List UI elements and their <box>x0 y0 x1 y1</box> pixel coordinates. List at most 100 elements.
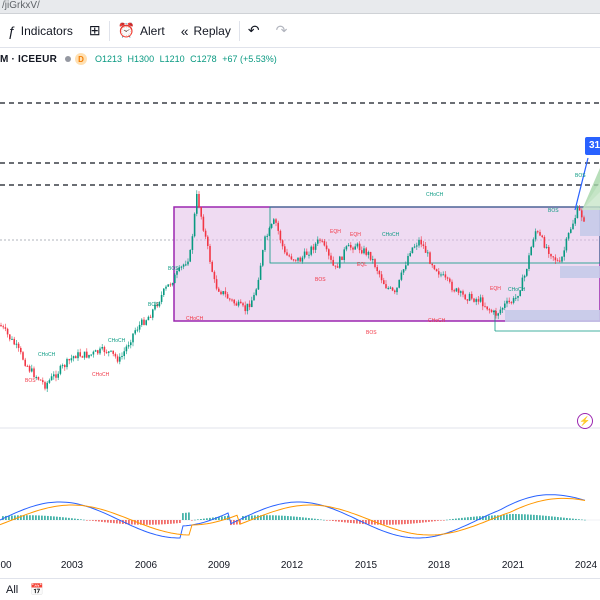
macd-histogram-bar <box>44 515 46 520</box>
candle-body <box>75 356 77 359</box>
macd-histogram-bar <box>413 520 415 524</box>
macd-histogram-bar <box>521 514 523 520</box>
macd-histogram-bar <box>29 515 31 520</box>
candle-body <box>521 277 524 291</box>
macd-histogram-bar <box>491 515 493 520</box>
macd-histogram-bar <box>212 517 214 520</box>
macd-histogram-bar <box>275 515 277 520</box>
candle-body <box>407 256 409 266</box>
price-tag[interactable]: 31 <box>585 137 600 155</box>
candle-body <box>37 377 40 380</box>
undo-button[interactable]: ↶ <box>240 14 268 48</box>
smc-label: CHoCH <box>508 287 526 293</box>
candle-body <box>94 350 97 352</box>
macd-histogram-bar <box>251 515 253 520</box>
layouts-button[interactable]: ⊞ <box>81 14 109 48</box>
candle-body <box>515 297 517 299</box>
macd-histogram-bar <box>254 515 256 520</box>
macd-histogram-bar <box>470 516 472 520</box>
projection-fan <box>582 168 600 210</box>
candle-body <box>2 326 4 328</box>
candle-body <box>387 287 389 289</box>
candle-body <box>574 218 576 224</box>
browser-url-bar: /jiGrkxV/ <box>0 0 600 14</box>
macd-histogram-bar <box>218 516 220 520</box>
candle-body <box>431 263 433 266</box>
candle-body <box>279 230 282 241</box>
macd-histogram-bar <box>398 520 400 525</box>
macd-histogram-bar <box>290 516 292 520</box>
macd-histogram-bar <box>386 520 388 525</box>
macd-histogram-bar <box>410 520 412 524</box>
macd-histogram-bar <box>245 515 247 520</box>
candle-body <box>42 380 44 383</box>
candle-body <box>222 291 224 295</box>
symbol-name[interactable]: M · ICEEUR <box>0 53 57 65</box>
candle-body <box>50 376 53 381</box>
macd-histogram-bar <box>437 520 439 521</box>
macd-histogram-bar <box>548 516 550 520</box>
signal-line <box>0 497 586 536</box>
candle-body <box>277 222 279 231</box>
macd-histogram-bar <box>47 515 49 520</box>
x-tick-label: 2006 <box>134 560 158 571</box>
macd-histogram-bar <box>527 514 529 520</box>
lightning-icon[interactable]: ⚡ <box>577 413 593 429</box>
macd-histogram-bar <box>119 520 121 524</box>
macd-histogram-bar <box>146 520 148 525</box>
candle-body <box>519 290 521 296</box>
macd-histogram-bar <box>32 515 34 520</box>
calendar-icon[interactable]: 📅 <box>30 584 44 596</box>
candle-body <box>31 368 33 372</box>
ohlc-values: O1213 H1300 L1210 C1278 +67 (+5.53%) <box>95 54 280 64</box>
candle-body <box>530 247 532 256</box>
range-all-button[interactable]: All <box>6 583 19 596</box>
macd-histogram-bar <box>143 520 145 525</box>
candle-body <box>523 275 526 278</box>
candle-body <box>345 246 348 250</box>
candle-body <box>180 266 183 268</box>
demand-zone <box>505 310 600 322</box>
candle-body <box>317 239 319 244</box>
candle-body <box>204 230 207 237</box>
candle-body <box>541 235 543 238</box>
macd-histogram-bar <box>530 514 532 520</box>
smc-label: CHoCH <box>186 316 204 322</box>
candle-body <box>508 300 510 303</box>
smc-label: BOS <box>548 208 559 214</box>
smc-label: EQH <box>350 232 361 238</box>
candle-body <box>229 298 231 300</box>
candle-body <box>17 343 20 348</box>
candle-body <box>565 238 568 251</box>
candle-body <box>13 338 15 345</box>
redo-icon: ↷ <box>275 22 288 38</box>
macd-histogram-bar <box>272 515 274 520</box>
candle-body <box>59 365 62 374</box>
candle-body <box>231 299 233 301</box>
candle-body <box>581 210 583 218</box>
macd-histogram-bar <box>227 515 229 520</box>
replay-button[interactable]: « Replay <box>173 14 239 48</box>
candle-body <box>374 259 376 268</box>
indicators-button[interactable]: ƒ Indicators <box>0 14 81 48</box>
macd-histogram-bar <box>200 519 202 520</box>
candle-body <box>218 288 220 292</box>
redo-button[interactable]: ↷ <box>268 14 296 48</box>
candle-body <box>583 217 585 222</box>
candle-body <box>363 248 365 254</box>
bottom-toolbar: All 📅 <box>0 578 600 600</box>
macd-histogram-bar <box>173 520 175 524</box>
candle-body <box>132 333 134 343</box>
candlestick-series <box>0 190 585 392</box>
macd-histogram-bar <box>536 515 538 520</box>
candle-body <box>9 334 11 340</box>
candle-body <box>39 379 42 381</box>
alert-button[interactable]: ⏰ Alert <box>110 14 173 48</box>
candle-body <box>290 256 293 260</box>
candle-body <box>409 253 411 257</box>
price-chart[interactable]: CHoCH BOS CHoCH CHoCH BOS BOS CHoCH EQH EQH CHoCH… <box>0 70 600 556</box>
macd-histogram-bar <box>86 520 88 521</box>
candle-body <box>281 240 284 247</box>
macd-histogram-bar <box>260 515 262 520</box>
candle-body <box>295 259 297 261</box>
